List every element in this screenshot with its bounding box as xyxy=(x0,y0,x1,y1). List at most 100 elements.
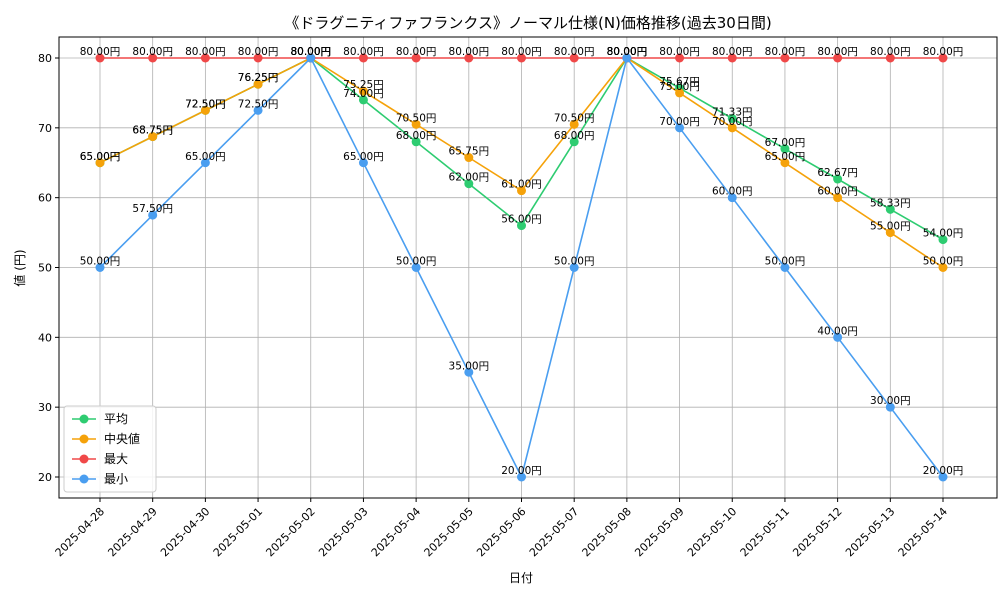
y-tick-label: 30 xyxy=(38,401,52,414)
legend-label: 最小 xyxy=(104,472,128,486)
data-point xyxy=(253,53,263,63)
data-point xyxy=(253,79,263,89)
data-point xyxy=(517,53,526,63)
data-label: 80.00円 xyxy=(185,46,226,58)
data-label: 70.50円 xyxy=(396,112,437,124)
data-label: 71.33円 xyxy=(712,107,753,119)
data-point xyxy=(464,153,474,163)
data-label: 80.00円 xyxy=(923,46,964,58)
data-point xyxy=(885,402,895,412)
legend-marker xyxy=(79,414,89,424)
data-label: 50.00円 xyxy=(80,256,121,268)
data-point xyxy=(358,158,368,168)
data-point xyxy=(517,186,526,196)
data-point xyxy=(938,472,948,482)
x-tick-label: 2025-05-01 xyxy=(211,505,265,559)
x-tick-label: 2025-05-03 xyxy=(316,505,370,559)
data-point xyxy=(938,235,948,245)
data-label: 72.50円 xyxy=(238,98,279,110)
data-point xyxy=(95,53,105,63)
y-tick-label: 60 xyxy=(38,192,52,205)
data-point xyxy=(569,263,579,272)
data-label: 74.00円 xyxy=(343,88,384,100)
data-point xyxy=(938,263,948,272)
data-point xyxy=(885,228,895,238)
data-label: 55.00円 xyxy=(870,221,911,233)
data-point xyxy=(148,132,158,142)
x-tick-label: 2025-05-12 xyxy=(790,505,844,559)
data-label: 62.67円 xyxy=(817,167,858,179)
data-point xyxy=(148,210,158,220)
data-point xyxy=(411,53,421,63)
legend-label: 平均 xyxy=(104,412,128,426)
legend-marker xyxy=(79,454,89,464)
data-label: 72.50円 xyxy=(185,98,226,110)
data-label: 72.50円 xyxy=(185,98,226,110)
y-tick-label: 80 xyxy=(38,52,52,65)
data-label: 80.00円 xyxy=(817,46,858,58)
x-tick-label: 2025-05-13 xyxy=(843,505,897,559)
data-point xyxy=(938,53,948,63)
data-label: 80.00円 xyxy=(290,46,331,58)
legend-label: 中央値 xyxy=(104,431,140,446)
data-label: 80.00円 xyxy=(80,46,121,58)
data-label: 80.00円 xyxy=(607,46,648,58)
y-tick-label: 20 xyxy=(38,471,52,484)
data-point xyxy=(727,123,737,133)
data-point xyxy=(306,53,316,63)
data-label: 67.00円 xyxy=(765,137,806,149)
data-label: 40.00円 xyxy=(817,325,858,337)
data-label: 65.00円 xyxy=(765,151,806,163)
data-label: 20.00円 xyxy=(923,465,964,477)
data-point xyxy=(780,53,790,63)
y-axis-label: 値 (円) xyxy=(12,249,27,286)
data-label: 80.00円 xyxy=(238,46,279,58)
legend-label: 最大 xyxy=(104,452,128,466)
data-label: 80.00円 xyxy=(501,46,542,58)
data-label: 50.00円 xyxy=(765,256,806,268)
data-point xyxy=(833,332,843,342)
data-point xyxy=(780,158,790,168)
data-label: 56.00円 xyxy=(501,214,542,226)
data-point xyxy=(411,137,421,147)
data-label: 65.00円 xyxy=(343,151,384,163)
x-tick-label: 2025-05-02 xyxy=(263,505,317,559)
data-point xyxy=(622,53,632,63)
data-point xyxy=(727,114,737,124)
data-point xyxy=(95,158,105,168)
data-point xyxy=(675,123,685,133)
data-label: 76.25円 xyxy=(238,72,279,84)
data-point xyxy=(569,53,579,63)
data-label: 80.00円 xyxy=(449,46,490,58)
data-label: 80.00円 xyxy=(870,46,911,58)
data-point xyxy=(727,193,737,203)
data-point xyxy=(885,53,895,63)
data-label: 68.00円 xyxy=(554,130,595,142)
data-point xyxy=(569,119,579,129)
data-label: 35.00円 xyxy=(449,360,490,372)
legend-box xyxy=(63,405,157,493)
data-point xyxy=(833,174,843,184)
data-label: 80.00円 xyxy=(765,46,806,58)
data-point xyxy=(675,53,685,63)
data-point xyxy=(569,137,579,147)
x-axis-label: 日付 xyxy=(509,571,533,585)
data-point xyxy=(411,263,421,272)
data-point xyxy=(411,119,421,129)
data-label: 80.00円 xyxy=(343,46,384,58)
data-point xyxy=(358,86,368,96)
data-label: 50.00円 xyxy=(396,256,437,268)
data-label: 80.00円 xyxy=(396,46,437,58)
x-tick-label: 2025-04-30 xyxy=(158,505,212,559)
y-axis: 20 30 40 50 60 70 80 xyxy=(38,52,59,484)
data-label: 20.00円 xyxy=(501,465,542,477)
data-point xyxy=(780,144,790,154)
data-label: 80.00円 xyxy=(290,46,331,58)
data-label: 68.00円 xyxy=(396,130,437,142)
data-label: 62.00円 xyxy=(449,172,490,184)
data-label: 54.00円 xyxy=(923,228,964,240)
data-label: 50.00円 xyxy=(554,256,595,268)
data-label: 80.00円 xyxy=(607,46,648,58)
